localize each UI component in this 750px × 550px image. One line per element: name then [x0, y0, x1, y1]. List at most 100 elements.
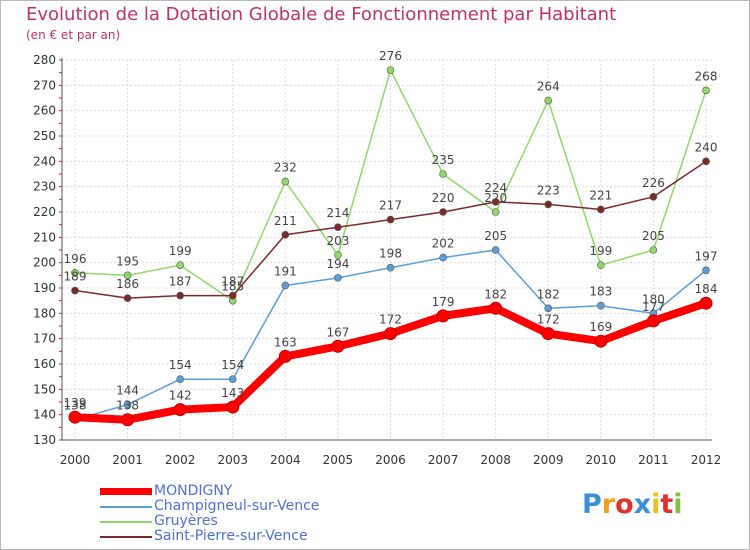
y-tick-label: 280	[33, 53, 56, 67]
data-label: 167	[326, 325, 349, 339]
data-label: 220	[432, 191, 455, 205]
data-label: 189	[64, 270, 87, 284]
y-tick-label: 190	[33, 281, 56, 295]
data-label: 199	[169, 244, 192, 258]
data-label: 194	[326, 257, 349, 271]
data-label: 184	[695, 282, 718, 296]
data-point	[439, 208, 447, 216]
data-point	[176, 291, 184, 300]
y-tick-label: 230	[33, 180, 56, 194]
data-label: 172	[537, 313, 560, 327]
x-tick-label: 2003	[217, 453, 248, 467]
data-point	[436, 309, 450, 323]
y-tick-label: 150	[33, 382, 56, 396]
data-label: 232	[274, 161, 297, 175]
data-point	[439, 170, 447, 178]
line-chart: 130 140 150 160 170 180 190 200 210 220 230 240 250 2…	[33, 49, 722, 467]
data-point	[702, 86, 710, 95]
legend-swatch	[100, 488, 152, 495]
data-label: 154	[221, 358, 244, 372]
x-tick-label: 2000	[60, 453, 91, 467]
data-point	[71, 286, 79, 295]
data-label: 224	[484, 181, 507, 195]
logo-letter: t	[660, 489, 674, 520]
data-label: 154	[169, 358, 192, 372]
data-point	[491, 208, 500, 216]
data-point	[123, 271, 132, 280]
y-tick-label: 140	[33, 408, 56, 422]
data-point	[702, 157, 710, 166]
data-label: 214	[326, 206, 349, 220]
y-tick-label: 160	[33, 357, 56, 371]
data-point	[699, 296, 713, 310]
data-point	[594, 334, 608, 348]
logo-letter: i	[651, 489, 661, 520]
data-label: 182	[537, 287, 560, 301]
data-point	[384, 327, 397, 341]
data-label: 169	[589, 320, 612, 334]
data-point	[491, 246, 500, 254]
data-label: 223	[537, 183, 560, 197]
data-point	[544, 96, 553, 105]
x-tick-label: 2005	[323, 453, 354, 467]
data-label: 182	[484, 287, 507, 301]
legend-swatch	[100, 506, 152, 508]
data-label: 264	[537, 80, 560, 94]
data-point	[281, 177, 290, 186]
y-tick-label: 180	[33, 306, 56, 320]
data-point	[646, 314, 660, 328]
data-point	[541, 327, 555, 341]
data-point	[176, 375, 184, 384]
data-label: 197	[695, 249, 718, 263]
data-label: 191	[274, 264, 297, 278]
data-label: 217	[379, 199, 402, 213]
legend-label: MONDIGNY	[154, 483, 233, 499]
logo-letter: i	[673, 489, 683, 520]
data-label: 139	[64, 396, 87, 410]
data-label: 177	[642, 300, 665, 314]
y-tick-label: 130	[33, 433, 56, 447]
legend-swatch	[100, 521, 152, 523]
data-label: 180	[642, 292, 665, 306]
data-point	[173, 403, 187, 417]
data-point	[123, 294, 132, 302]
data-point	[702, 266, 710, 275]
proxiti-logo: Proxiti	[582, 489, 683, 520]
data-label: 144	[116, 384, 139, 398]
data-point	[597, 261, 605, 270]
data-label: 183	[589, 285, 612, 299]
data-label: 211	[274, 214, 297, 228]
y-tick-label: 260	[33, 104, 56, 118]
x-tick-label: 2011	[638, 453, 669, 467]
data-label: 276	[379, 49, 402, 63]
x-tick-label: 2010	[586, 453, 617, 467]
data-label: 142	[169, 389, 192, 403]
data-point	[278, 349, 292, 363]
data-point	[597, 301, 605, 310]
data-label: 186	[116, 277, 139, 291]
x-tick-label: 2001	[112, 453, 143, 467]
y-tick-label: 220	[33, 205, 56, 219]
data-point	[649, 246, 658, 254]
x-tick-label: 2006	[375, 453, 406, 467]
logo-letter: o	[615, 489, 634, 520]
data-label: 221	[589, 188, 612, 202]
data-point	[334, 251, 342, 259]
y-tick-label: 250	[33, 129, 56, 143]
data-point	[228, 291, 237, 300]
x-tick-label: 2012	[691, 453, 722, 467]
data-point	[544, 200, 553, 209]
data-label: 235	[432, 153, 455, 167]
data-point	[649, 193, 658, 201]
data-point	[228, 375, 237, 384]
data-point	[71, 268, 79, 277]
data-label: 202	[432, 237, 455, 251]
data-label: 138	[64, 399, 87, 413]
data-label: 179	[432, 295, 455, 309]
data-point	[281, 281, 290, 290]
data-label: 268	[695, 69, 718, 83]
data-point	[176, 261, 184, 270]
data-point	[491, 198, 500, 206]
data-label: 187	[169, 275, 192, 289]
data-label: 196	[64, 252, 87, 266]
